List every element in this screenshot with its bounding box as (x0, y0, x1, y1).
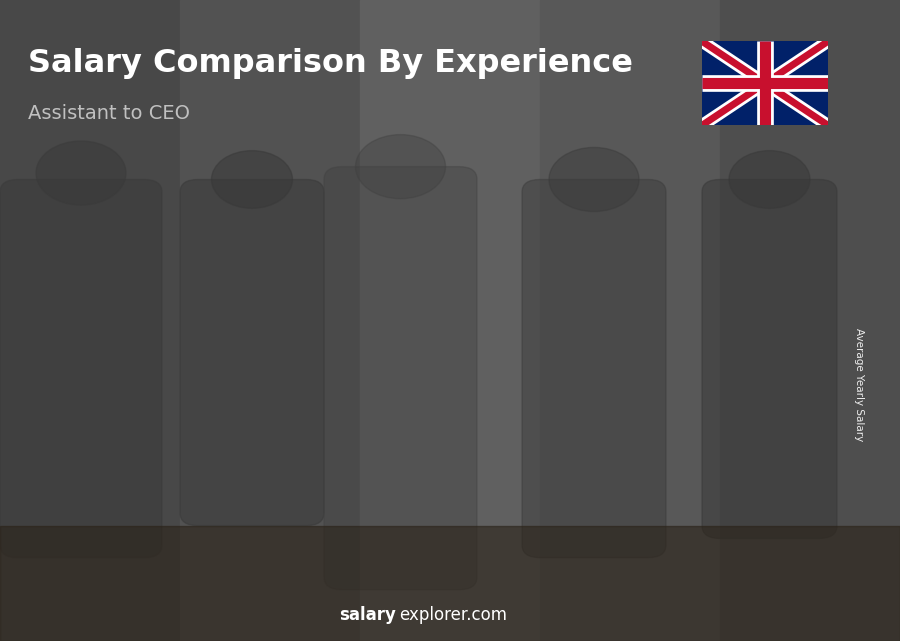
Bar (216, 386, 289, 564)
Bar (540, 0, 720, 641)
Polygon shape (289, 376, 302, 564)
FancyBboxPatch shape (0, 179, 162, 558)
Polygon shape (540, 273, 553, 564)
Bar (719, 242, 792, 564)
Text: 177,000 GBP: 177,000 GBP (463, 305, 544, 318)
Polygon shape (216, 376, 302, 386)
FancyBboxPatch shape (180, 179, 324, 526)
Bar (720, 0, 900, 641)
Bar (180, 0, 360, 641)
Text: 193,000 GBP: 193,000 GBP (589, 282, 670, 295)
Bar (90, 431, 163, 564)
Bar (593, 257, 666, 564)
Polygon shape (666, 247, 679, 564)
Bar (467, 283, 540, 564)
Polygon shape (719, 232, 805, 242)
Text: +30%: +30% (286, 263, 345, 281)
Text: 203,000 GBP: 203,000 GBP (715, 267, 796, 280)
Text: Average Yearly Salary: Average Yearly Salary (854, 328, 865, 441)
Polygon shape (163, 422, 176, 564)
FancyBboxPatch shape (324, 167, 477, 590)
Text: Salary Comparison By Experience: Salary Comparison By Experience (28, 48, 633, 79)
Polygon shape (792, 232, 805, 564)
Text: 146,000 GBP: 146,000 GBP (338, 351, 418, 363)
Polygon shape (342, 322, 428, 332)
Text: +21%: +21% (412, 215, 470, 233)
FancyBboxPatch shape (522, 179, 666, 558)
Text: 83,700 GBP: 83,700 GBP (90, 442, 164, 454)
Text: +34%: +34% (160, 320, 219, 338)
FancyBboxPatch shape (702, 179, 837, 538)
Bar (342, 332, 415, 564)
Circle shape (729, 151, 810, 208)
Polygon shape (90, 422, 176, 431)
Polygon shape (593, 247, 679, 257)
FancyBboxPatch shape (0, 526, 900, 641)
Text: +9%: +9% (544, 197, 590, 215)
Text: salary: salary (339, 606, 396, 624)
Polygon shape (415, 322, 428, 564)
Bar (0, 0, 180, 641)
Circle shape (549, 147, 639, 212)
Text: explorer.com: explorer.com (400, 606, 508, 624)
Text: 112,000 GBP: 112,000 GBP (212, 400, 293, 413)
Text: +5%: +5% (670, 183, 716, 202)
Circle shape (356, 135, 446, 199)
Bar (360, 0, 540, 641)
Circle shape (212, 151, 292, 208)
Polygon shape (467, 273, 553, 283)
Circle shape (36, 141, 126, 205)
Text: Assistant to CEO: Assistant to CEO (28, 104, 190, 124)
